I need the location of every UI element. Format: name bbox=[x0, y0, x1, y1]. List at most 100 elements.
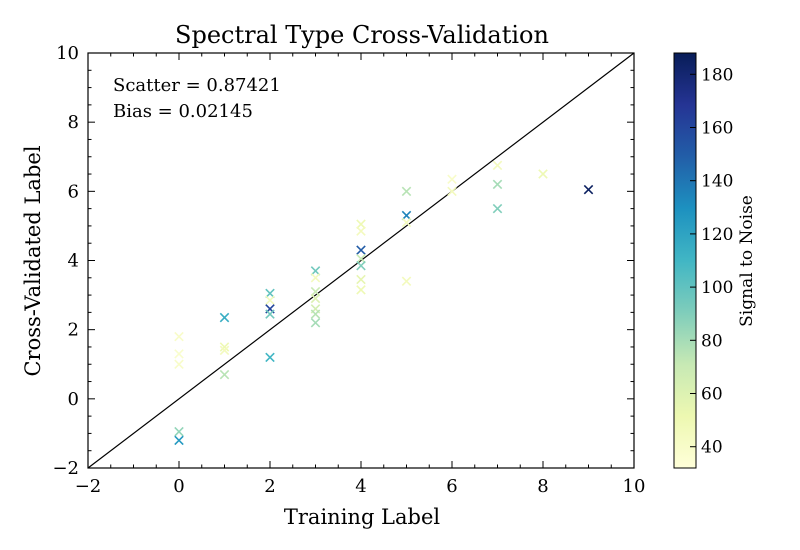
data-point-stroke bbox=[310, 286, 321, 297]
data-point bbox=[447, 186, 457, 197]
data-point-stroke bbox=[265, 309, 275, 319]
data-point bbox=[401, 186, 412, 197]
colorbar-tick-label: 160 bbox=[701, 118, 733, 138]
x-tick-label: 10 bbox=[623, 476, 646, 497]
data-point bbox=[174, 349, 184, 359]
x-tick-label: 4 bbox=[355, 476, 366, 497]
x-tick-label: −2 bbox=[75, 476, 102, 497]
data-point bbox=[310, 317, 321, 328]
data-point bbox=[356, 260, 366, 271]
data-point bbox=[492, 160, 503, 171]
data-point bbox=[447, 174, 457, 184]
data-point bbox=[356, 219, 366, 229]
y-tick-label: −2 bbox=[52, 458, 79, 479]
colorbar-tick-label: 120 bbox=[701, 225, 733, 245]
bias-annotation: Bias = 0.02145 bbox=[113, 101, 253, 122]
data-point-stroke bbox=[401, 276, 412, 287]
plot-area bbox=[87, 52, 635, 469]
data-point-stroke bbox=[492, 179, 503, 190]
data-point-stroke bbox=[310, 309, 321, 319]
data-point-stroke bbox=[174, 349, 184, 359]
data-point-stroke bbox=[174, 435, 184, 446]
data-point bbox=[174, 426, 184, 437]
data-point-stroke bbox=[356, 260, 366, 271]
data-point-stroke bbox=[219, 312, 230, 323]
x-tick-label: 6 bbox=[446, 476, 457, 497]
data-point-stroke bbox=[356, 245, 366, 255]
chart-title: Spectral Type Cross-Validation bbox=[175, 21, 549, 49]
colorbar-label: Signal to Noise bbox=[737, 195, 757, 327]
y-tick-label: 4 bbox=[68, 251, 79, 272]
data-point-stroke bbox=[356, 254, 366, 264]
colorbar-tick-label: 140 bbox=[701, 172, 733, 192]
data-point bbox=[265, 288, 275, 299]
data-point-stroke bbox=[583, 184, 594, 195]
data-point-stroke bbox=[401, 217, 412, 228]
data-point-stroke bbox=[492, 160, 503, 171]
data-point bbox=[219, 342, 230, 352]
data-point bbox=[310, 273, 321, 283]
data-point bbox=[310, 293, 321, 304]
data-point-stroke bbox=[219, 342, 230, 352]
data-point bbox=[174, 359, 184, 370]
data-point-stroke bbox=[356, 219, 366, 229]
x-tick-label: 0 bbox=[173, 476, 184, 497]
data-point-stroke bbox=[265, 288, 275, 299]
data-point-stroke bbox=[492, 203, 503, 214]
data-point bbox=[310, 266, 321, 276]
data-point-stroke bbox=[356, 226, 366, 236]
data-point bbox=[310, 309, 321, 319]
data-point bbox=[265, 295, 275, 306]
data-point bbox=[401, 217, 412, 228]
data-point-stroke bbox=[174, 426, 184, 437]
data-point-stroke bbox=[219, 345, 230, 356]
x-axis: −2 0 2 4 6 8 10 bbox=[75, 53, 646, 497]
one-to-one-line bbox=[87, 52, 635, 469]
data-point-stroke bbox=[356, 274, 366, 285]
data-point-stroke bbox=[310, 273, 321, 283]
data-point bbox=[310, 286, 321, 297]
data-point-stroke bbox=[219, 369, 230, 380]
data-point bbox=[219, 345, 230, 356]
data-point bbox=[265, 309, 275, 319]
data-point bbox=[401, 210, 412, 221]
data-point bbox=[219, 369, 230, 380]
data-point bbox=[356, 274, 366, 285]
data-point-stroke bbox=[356, 285, 366, 295]
data-point-stroke bbox=[310, 266, 321, 276]
data-point-stroke bbox=[174, 359, 184, 370]
colorbar bbox=[673, 52, 697, 469]
colorbar-axis: 40 60 80 100 120 140 160 180 bbox=[690, 65, 733, 458]
data-point bbox=[492, 179, 503, 190]
data-point-stroke bbox=[447, 174, 457, 184]
data-point-stroke bbox=[401, 210, 412, 221]
colorbar-tick-label: 180 bbox=[701, 65, 733, 85]
data-point bbox=[356, 285, 366, 295]
y-tick-label: 10 bbox=[56, 43, 79, 64]
data-point bbox=[401, 276, 412, 287]
data-point-stroke bbox=[310, 293, 321, 304]
data-point bbox=[492, 203, 503, 214]
colorbar-tick-label: 60 bbox=[701, 385, 723, 405]
data-point-stroke bbox=[447, 186, 457, 197]
data-point bbox=[174, 435, 184, 446]
data-point-stroke bbox=[265, 352, 275, 363]
data-point-stroke bbox=[174, 331, 184, 342]
x-tick-label: 2 bbox=[264, 476, 275, 497]
colorbar-tick-label: 100 bbox=[701, 278, 733, 298]
y-axis: −2 0 2 4 6 8 10 bbox=[52, 43, 634, 479]
x-axis-label: Training Label bbox=[284, 505, 441, 529]
scatter-annotation: Scatter = 0.87421 bbox=[113, 75, 281, 96]
data-point-stroke bbox=[401, 186, 412, 197]
data-point bbox=[356, 245, 366, 255]
y-tick-label: 8 bbox=[68, 112, 79, 133]
data-point bbox=[356, 254, 366, 264]
data-point-stroke bbox=[310, 317, 321, 328]
x-tick-label: 8 bbox=[537, 476, 548, 497]
data-point bbox=[538, 169, 548, 179]
data-point bbox=[356, 226, 366, 236]
data-point bbox=[174, 331, 184, 342]
y-axis-label: Cross-Validated Label bbox=[21, 145, 45, 376]
y-tick-label: 2 bbox=[68, 320, 79, 341]
data-point bbox=[265, 352, 275, 363]
